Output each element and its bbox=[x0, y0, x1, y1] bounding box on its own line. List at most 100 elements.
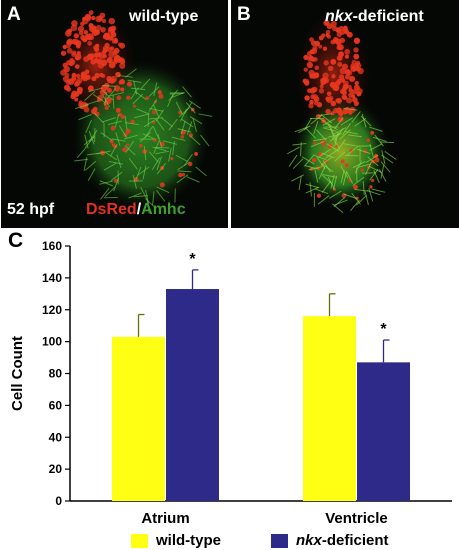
fiber-stroke bbox=[361, 113, 367, 128]
legend-swatch-nkx-deficient bbox=[271, 533, 288, 548]
fiber-stroke bbox=[314, 188, 329, 195]
fiber-stroke bbox=[133, 195, 148, 198]
fiber-stroke bbox=[85, 160, 97, 171]
fiber-stroke bbox=[186, 121, 193, 135]
cell-dot bbox=[112, 50, 118, 56]
cell-dot bbox=[336, 45, 341, 50]
fiber-stroke bbox=[178, 107, 190, 118]
cell-dot bbox=[83, 56, 90, 63]
fiber-stroke bbox=[156, 189, 166, 202]
fiber-stroke bbox=[309, 182, 312, 197]
fiber-stroke bbox=[369, 126, 383, 132]
cell-dot bbox=[74, 97, 79, 102]
cell-dot bbox=[355, 62, 360, 67]
legend-label-nkx-gene: nkx bbox=[296, 532, 322, 549]
cell-dot bbox=[99, 89, 107, 96]
cell-dot bbox=[326, 34, 331, 39]
fiber-stroke bbox=[153, 140, 160, 154]
cell-dot bbox=[119, 62, 126, 69]
cell-dot bbox=[333, 107, 339, 114]
fiber-stroke bbox=[327, 123, 335, 137]
y-tick-label: 20 bbox=[49, 462, 63, 476]
cell-dot bbox=[340, 88, 346, 95]
fiber-stroke bbox=[331, 203, 344, 214]
fiber-stroke bbox=[292, 142, 307, 146]
fiber-stroke bbox=[156, 186, 170, 194]
cell-dot bbox=[313, 97, 319, 103]
cell-dot bbox=[116, 95, 122, 101]
fiber-stroke bbox=[99, 180, 114, 187]
cell-dot bbox=[333, 38, 338, 44]
cell-dot bbox=[106, 75, 113, 82]
legend-label-nkx-rest: -deficient bbox=[321, 532, 389, 549]
dsred-nuclei bbox=[302, 19, 380, 200]
cell-dot bbox=[108, 61, 116, 69]
fiber-stroke bbox=[109, 160, 123, 165]
cell-dot bbox=[110, 31, 117, 38]
fiber-stroke bbox=[380, 141, 395, 144]
cell-dot bbox=[344, 54, 350, 59]
cell-dot bbox=[322, 77, 330, 84]
fiber-stroke bbox=[339, 129, 351, 140]
fiber-stroke bbox=[327, 176, 335, 190]
cell-dot bbox=[102, 34, 108, 40]
fiber-stroke bbox=[176, 174, 189, 184]
fiber-stroke bbox=[133, 80, 138, 95]
fiber-stroke bbox=[314, 168, 319, 183]
cell-dot bbox=[76, 51, 81, 56]
fiber-stroke bbox=[143, 118, 157, 128]
cell-dot bbox=[92, 28, 97, 33]
cell-dot bbox=[80, 34, 86, 41]
cell-dot bbox=[318, 88, 325, 94]
fiber-stroke bbox=[330, 127, 337, 142]
cell-dot bbox=[342, 108, 349, 115]
fiber-stroke bbox=[313, 137, 328, 142]
cell-dot bbox=[101, 18, 107, 24]
fiber-stroke bbox=[356, 148, 371, 154]
fiber-stroke bbox=[373, 169, 380, 184]
fiber-stroke bbox=[343, 193, 357, 199]
fiber-stroke bbox=[304, 165, 319, 170]
fiber-stroke bbox=[369, 168, 379, 181]
cell-dot bbox=[98, 52, 106, 59]
cell-dot bbox=[118, 112, 122, 117]
cell-dot bbox=[351, 59, 357, 65]
fiber-stroke bbox=[369, 143, 383, 151]
cell-dot bbox=[119, 78, 126, 85]
cell-dot bbox=[327, 65, 334, 72]
cell-dot bbox=[303, 78, 310, 85]
fiber-stroke bbox=[84, 136, 95, 148]
cell-dot bbox=[325, 29, 331, 35]
cell-dot bbox=[80, 21, 85, 27]
fiber-stroke bbox=[132, 175, 137, 189]
cell-dot bbox=[311, 158, 317, 163]
fiber-stroke bbox=[148, 86, 160, 97]
cell-dot bbox=[314, 65, 320, 70]
fiber-stroke bbox=[136, 108, 150, 115]
y-tick-label: 100 bbox=[42, 335, 62, 349]
fiber-stroke bbox=[148, 151, 159, 163]
fiber-stroke bbox=[367, 156, 379, 167]
fiber-stroke bbox=[305, 183, 320, 189]
y-tick-label: 40 bbox=[49, 430, 63, 444]
fiber-stroke bbox=[177, 161, 190, 171]
fiber-stroke bbox=[350, 199, 360, 211]
fiber-stroke bbox=[332, 136, 341, 150]
fiber-stroke bbox=[321, 181, 331, 193]
cell-dot bbox=[353, 47, 359, 53]
fiber-stroke bbox=[144, 125, 154, 139]
cell-dot bbox=[106, 57, 113, 64]
cell-dot bbox=[336, 107, 342, 112]
cell-dot bbox=[321, 33, 326, 38]
cell-dot bbox=[97, 94, 104, 102]
cell-dot bbox=[360, 168, 365, 173]
fiber-stroke bbox=[340, 117, 354, 126]
dsred-label: DsRed bbox=[86, 201, 137, 218]
cell-dot bbox=[63, 84, 70, 91]
cell-dot bbox=[341, 63, 348, 70]
cell-dot bbox=[125, 128, 131, 134]
legend-item-nkx-deficient: nkx -deficient bbox=[271, 532, 389, 549]
fiber-stroke bbox=[180, 120, 186, 135]
fiber-stroke bbox=[345, 170, 354, 184]
cell-dot bbox=[84, 13, 91, 20]
